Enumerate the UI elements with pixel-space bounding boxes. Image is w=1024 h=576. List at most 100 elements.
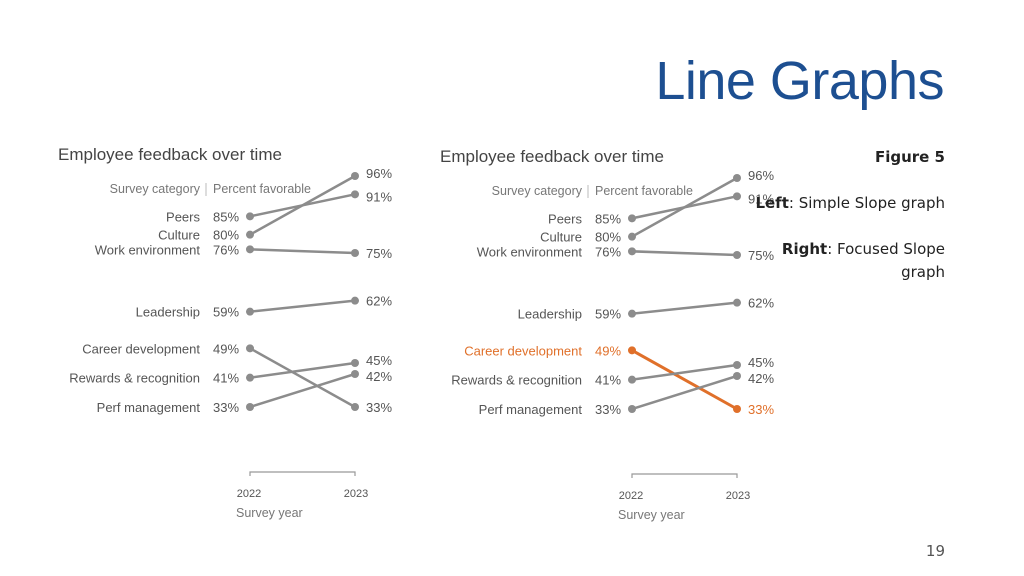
page-number: 19	[925, 542, 945, 560]
value-label-2022: 76%	[595, 244, 621, 259]
figure-notes: Figure 5 Left: Simple Slope graph Right:…	[745, 146, 945, 307]
slope-chart-focused: Employee feedback over time Survey catego…	[440, 147, 774, 522]
value-label-2022: 85%	[595, 211, 621, 226]
slope-chart-simple: Employee feedback over time Survey catego…	[58, 145, 392, 520]
value-label-2023: 62%	[748, 296, 774, 311]
value-label-2022: 59%	[213, 305, 239, 320]
value-label-2022: 85%	[213, 209, 239, 224]
series-line	[248, 347, 357, 409]
value-label-2023: 33%	[748, 402, 774, 417]
category-label: Peers	[548, 211, 582, 226]
value-label-2023: 45%	[748, 355, 774, 370]
value-label-2023: 42%	[748, 371, 774, 386]
category-label: Leadership	[136, 305, 200, 320]
value-label-2022: 80%	[595, 230, 621, 245]
point-2023	[351, 370, 359, 378]
left-note: Left: Simple Slope graph	[745, 192, 945, 215]
point-2023	[351, 359, 359, 367]
value-label-2023: 42%	[366, 369, 392, 384]
series-line	[630, 250, 739, 257]
point-2023	[733, 251, 741, 259]
point-2022	[628, 247, 636, 256]
point-2022	[628, 214, 636, 223]
category-label: Career development	[464, 343, 582, 358]
value-label-2022: 41%	[213, 371, 239, 386]
series-line	[630, 348, 739, 411]
right-note: Right: Focused Slope graph	[745, 238, 945, 284]
x-axis-bracket	[631, 473, 738, 478]
chart-title: Employee feedback over time	[58, 145, 282, 164]
series-line	[248, 299, 357, 313]
value-label-2023: 33%	[366, 400, 392, 415]
value-label-2023: 45%	[366, 353, 392, 368]
slide-title: Line Graphs	[655, 51, 944, 111]
category-label: Culture	[540, 230, 582, 245]
value-label-2022: 59%	[595, 307, 621, 322]
right-note-desc: : Focused Slope graph	[827, 240, 945, 281]
category-header: Survey category	[492, 184, 583, 198]
x-axis-label: Survey year	[618, 508, 685, 522]
point-2022	[246, 230, 254, 239]
point-2023	[733, 298, 741, 307]
point-2023	[733, 405, 741, 413]
series-line	[248, 372, 357, 409]
category-label: Rewards & recognition	[451, 373, 582, 388]
point-2023	[733, 372, 741, 380]
point-2022	[246, 245, 254, 254]
x-tick-label: 2022	[237, 488, 261, 500]
value-label-2023: 91%	[366, 189, 392, 204]
point-2023	[351, 296, 359, 305]
value-label-2022: 33%	[595, 402, 621, 417]
x-axis-bracket	[249, 471, 356, 476]
point-2023	[733, 174, 741, 182]
category-header: Survey category	[110, 182, 201, 196]
point-2022	[628, 375, 636, 384]
category-label: Career development	[82, 341, 200, 356]
right-note-key: Right	[781, 240, 828, 258]
x-tick-label: 2023	[344, 488, 368, 500]
point-2022	[246, 307, 254, 316]
chart-title: Employee feedback over time	[440, 147, 664, 166]
point-2022	[246, 212, 254, 221]
category-label: Perf management	[479, 402, 583, 417]
point-2023	[351, 403, 359, 411]
point-2023	[351, 249, 359, 257]
value-label-2023: 62%	[366, 294, 392, 309]
x-tick-label: 2022	[619, 490, 643, 502]
x-axis-label: Survey year	[236, 506, 303, 520]
series-line	[630, 374, 739, 411]
point-2022	[246, 403, 254, 411]
value-header: Percent favorable	[595, 184, 693, 198]
category-label: Work environment	[477, 244, 583, 259]
series-line	[248, 174, 357, 236]
value-label-2023: 75%	[748, 248, 774, 263]
value-label-2022: 80%	[213, 228, 239, 243]
value-label-2022: 33%	[213, 400, 239, 415]
series-line	[248, 361, 357, 379]
point-2022	[246, 344, 254, 353]
point-2023	[733, 361, 741, 369]
point-2022	[628, 309, 636, 318]
series-line	[630, 176, 739, 238]
value-label-2023: 96%	[366, 166, 392, 181]
category-label: Leadership	[518, 307, 582, 322]
series-line	[248, 248, 357, 255]
point-2023	[733, 192, 741, 201]
series-line	[630, 363, 739, 381]
value-label-2022: 49%	[595, 343, 621, 358]
category-label: Peers	[166, 209, 200, 224]
value-label-2023: 75%	[366, 246, 392, 261]
point-2022	[628, 232, 636, 241]
value-label-2023: 91%	[748, 191, 774, 206]
value-label-2022: 76%	[213, 242, 239, 257]
point-2022	[628, 346, 636, 355]
point-2022	[246, 373, 254, 382]
value-label-2022: 49%	[213, 341, 239, 356]
value-header: Percent favorable	[213, 182, 311, 196]
category-label: Work environment	[95, 242, 201, 257]
category-label: Perf management	[97, 400, 201, 415]
value-label-2023: 96%	[748, 168, 774, 183]
point-2022	[628, 405, 636, 413]
left-note-desc: : Simple Slope graph	[788, 194, 945, 212]
